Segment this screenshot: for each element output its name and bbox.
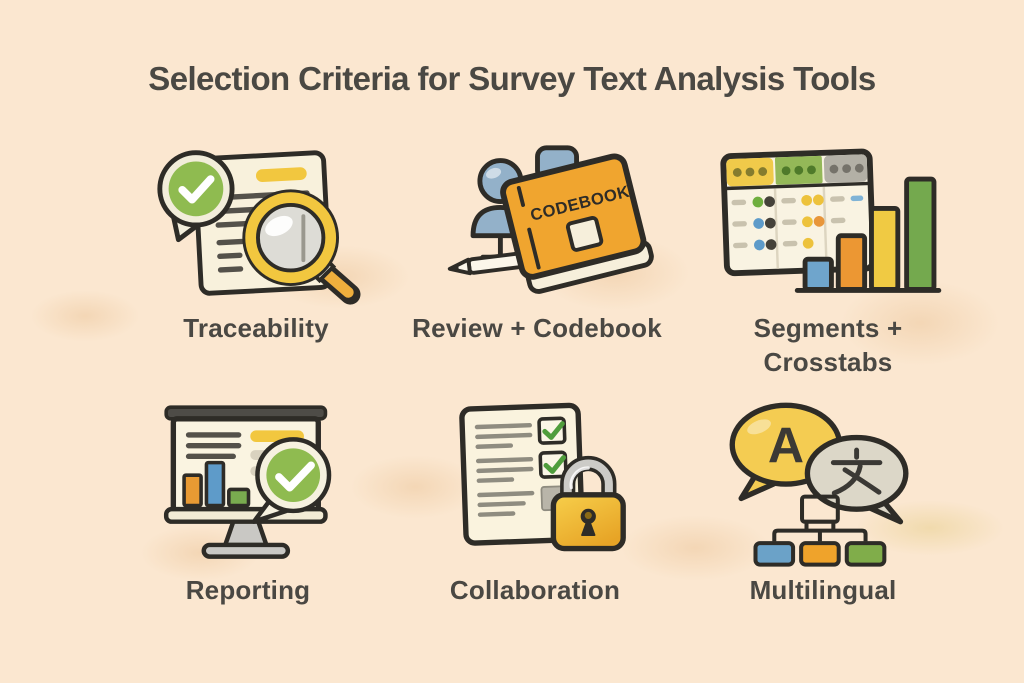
checkbox-checked-icon	[537, 450, 568, 479]
item-collaboration: Collaboration	[385, 400, 685, 608]
item-label: Traceability	[183, 313, 329, 343]
item-review-codebook: CODEBOOK Review + Codebook	[387, 142, 687, 346]
bar-chart	[794, 176, 941, 293]
item-reporting: Reporting	[98, 400, 398, 608]
check-bubble-icon	[251, 437, 331, 524]
crosstab-table	[719, 148, 876, 277]
crosstab-table-barchart-icon	[719, 148, 941, 293]
presentation-chart-check-icon	[163, 405, 331, 559]
reviewers-codebook-icon: CODEBOOK	[447, 145, 654, 294]
hierarchy-diagram	[752, 494, 886, 567]
document-magnifier-check-icon	[156, 150, 360, 305]
pencil-icon	[447, 251, 530, 276]
item-multilingual: A Multilingual	[673, 400, 973, 608]
cjk-character-strokes	[830, 447, 882, 496]
item-label: Segments + Crosstabs	[753, 313, 903, 377]
lock-icon	[550, 455, 626, 552]
item-segments-crosstabs: Segments + Crosstabs	[678, 142, 978, 380]
checkbox-checked-icon	[536, 416, 566, 445]
cjk-speech-bubble-icon	[804, 434, 908, 525]
checklist-lock-icon	[458, 402, 626, 552]
item-traceability: Traceability	[106, 142, 406, 346]
item-label: Reporting	[185, 575, 311, 605]
item-label: Review + Codebook	[412, 313, 662, 343]
item-label: Multilingual	[749, 575, 897, 605]
page-title: Selection Criteria for Survey Text Analy…	[148, 60, 876, 97]
language-bubbles-hierarchy-icon: A	[729, 402, 908, 567]
check-bubble-icon	[156, 150, 235, 243]
codebook-icon: CODEBOOK	[499, 153, 654, 294]
letter-a-glyph: A	[767, 418, 803, 474]
item-label: Collaboration	[449, 575, 621, 605]
magnifier-icon	[241, 189, 360, 305]
